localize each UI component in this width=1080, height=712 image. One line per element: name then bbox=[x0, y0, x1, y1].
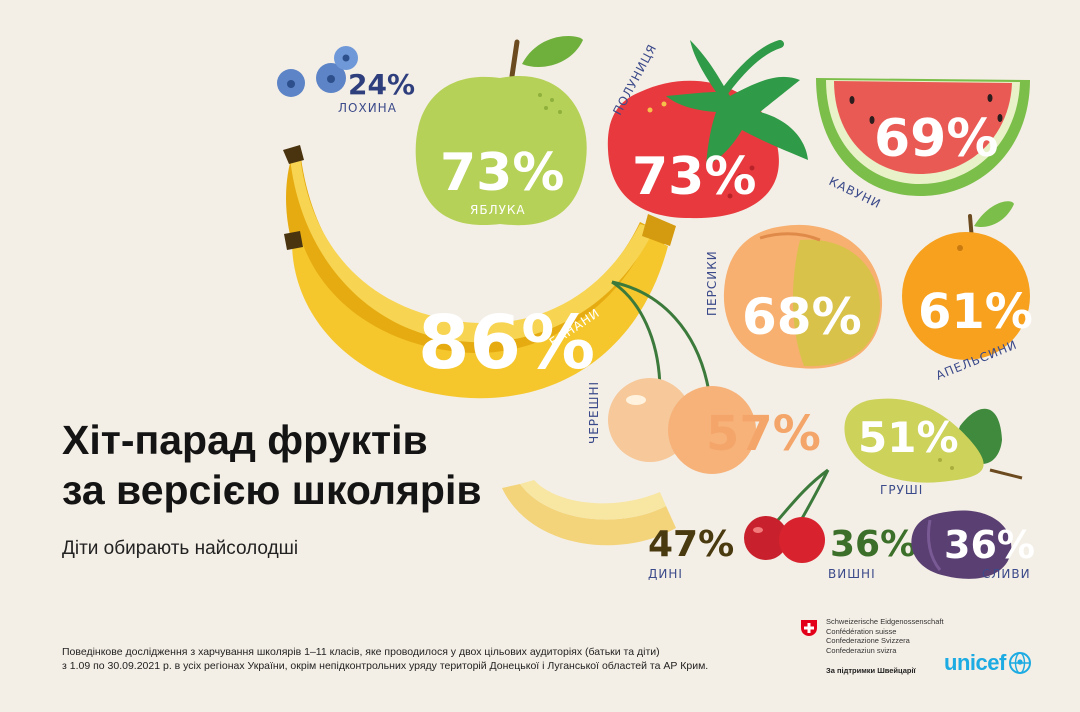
blueberries-percent: 24% bbox=[348, 68, 415, 101]
apples-label: ЯБЛУКА bbox=[470, 203, 526, 217]
sweet-cherries-illustration bbox=[608, 280, 756, 474]
footnote-line1: Поведінкове дослідження з харчування шко… bbox=[62, 646, 660, 658]
sweet-cherries-percent: 57% bbox=[706, 406, 821, 462]
page-title-line2: за версією школярів bbox=[62, 467, 482, 513]
swiss-support-caption: За підтримки Швейцарії bbox=[826, 666, 916, 675]
bananas-percent: 86% bbox=[418, 300, 595, 386]
page-title-line1: Хіт-парад фруктів bbox=[62, 417, 428, 463]
plums-percent: 36% bbox=[944, 523, 1035, 567]
blueberries-label: ЛОХИНА bbox=[338, 101, 397, 115]
banana-illustration bbox=[283, 145, 676, 399]
peaches-percent: 68% bbox=[742, 288, 862, 346]
apples-percent: 73% bbox=[440, 143, 564, 203]
survey-footnote: Поведінкове дослідження з харчування шко… bbox=[62, 645, 708, 673]
sour-cherries-label: ВИШНІ bbox=[828, 567, 876, 581]
sweet-cherries-label: ЧЕРЕШНІ bbox=[587, 381, 601, 444]
swiss-logo-text: Schweizerische Eidgenossenschaft Confédé… bbox=[826, 617, 944, 655]
swiss-line2: Confédération suisse bbox=[826, 626, 897, 636]
peaches-label: ПЕРСИКИ bbox=[705, 250, 719, 316]
orange-illustration bbox=[902, 201, 1030, 360]
blueberries-illustration bbox=[277, 46, 358, 97]
page-subtitle: Діти обирають найсолодші bbox=[62, 538, 299, 559]
unicef-wordmark: unicef bbox=[944, 650, 1006, 675]
pears-percent: 51% bbox=[858, 413, 959, 462]
plum-illustration bbox=[911, 510, 1012, 579]
swiss-confederation-logo: Schweizerische Eidgenossenschaft Confédé… bbox=[800, 617, 960, 677]
page-title: Хіт-парад фруктів за версією школярів bbox=[62, 415, 482, 515]
unicef-globe-icon bbox=[1008, 652, 1031, 674]
sour-cherries-percent: 36% bbox=[830, 524, 916, 565]
pear-illustration bbox=[844, 398, 1023, 483]
watermelons-percent: 69% bbox=[874, 109, 998, 169]
apple-illustration bbox=[415, 35, 587, 226]
footnote-line2: з 1.09 по 30.09.2021 р. в усіх регіонах … bbox=[62, 660, 709, 672]
melons-label: ДИНІ bbox=[648, 567, 683, 581]
swiss-line4: Confederaziun svizra bbox=[826, 645, 897, 655]
strawberries-percent: 73% bbox=[632, 147, 756, 207]
pears-label: ГРУШІ bbox=[880, 483, 923, 497]
plums-label: СЛИВИ bbox=[982, 567, 1031, 581]
swiss-flag-icon bbox=[801, 620, 817, 636]
strawberry-illustration bbox=[607, 40, 808, 219]
unicef-logo: unicef bbox=[944, 650, 1032, 676]
swiss-line1: Schweizerische Eidgenossenschaft bbox=[826, 617, 944, 626]
watermelon-illustration bbox=[816, 78, 1030, 196]
peach-illustration bbox=[723, 224, 883, 369]
melons-percent: 47% bbox=[648, 524, 734, 565]
swiss-line3: Confederazione Svizzera bbox=[826, 636, 910, 645]
sour-cherries-illustration bbox=[744, 468, 830, 563]
oranges-percent: 61% bbox=[918, 284, 1033, 340]
melon-illustration bbox=[502, 480, 676, 546]
